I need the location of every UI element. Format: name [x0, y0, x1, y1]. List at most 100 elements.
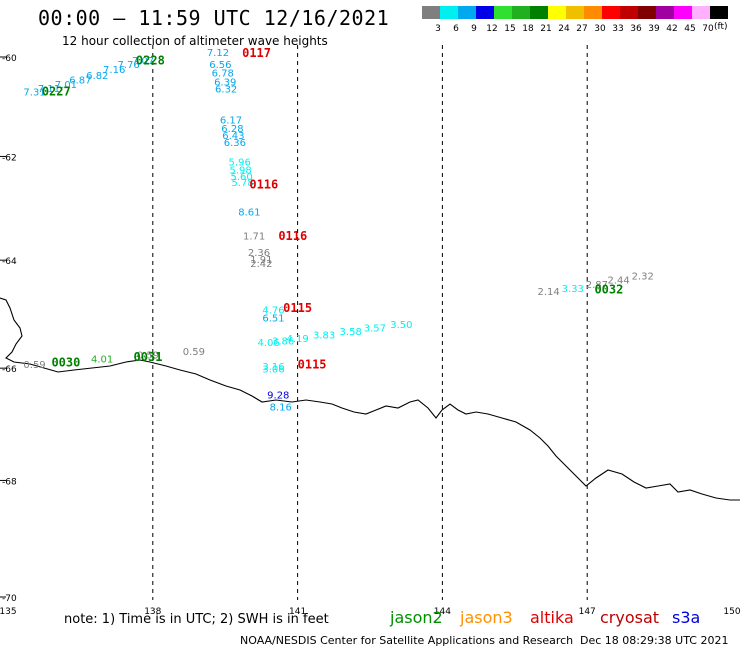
legend-label: 15 [504, 24, 515, 34]
lon-tick-label: 141 [289, 607, 306, 617]
legend-swatch [476, 6, 494, 19]
pass-time: 0032 [594, 283, 623, 297]
legend-swatch [638, 6, 656, 19]
wave-height-value: 5.98 [230, 165, 252, 176]
pass-time: 0117 [242, 46, 271, 60]
page-subtitle: 12 hour collection of altimeter wave hei… [62, 34, 328, 48]
legend-label: 42 [666, 24, 677, 34]
wave-height-value: 9.28 [267, 391, 289, 402]
wave-height-value: 2.14 [537, 287, 559, 298]
page-title: 00:00 – 11:59 UTC 12/16/2021 [38, 6, 390, 30]
lat-tick-label: -70 [2, 594, 17, 604]
legend-swatch [620, 6, 638, 19]
lat-tick-label: -68 [2, 477, 17, 487]
pass-time-labels: 0228 0227 0117 0116 0116 0115 0115 0030 0031 0032 [42, 46, 624, 372]
legend-label: 36 [630, 24, 642, 34]
pass-time: 0115 [283, 301, 312, 315]
wave-height-value: 3.83 [313, 331, 335, 342]
wave-height-value: 3.57 [364, 323, 386, 334]
wave-height-value: 6.56 [209, 60, 231, 71]
wave-height-value: 6.39 [214, 77, 236, 88]
wave-height-value: 6.51 [262, 314, 284, 325]
wave-height-value: 1.91 [250, 255, 272, 266]
wave-height-value: 6.28 [221, 124, 243, 135]
legend-swatch [656, 6, 674, 19]
mission-jason2: jason2 [390, 608, 443, 627]
lat-tick-label: -62 [2, 153, 17, 163]
wave-height-value: 6.32 [215, 84, 237, 95]
legend-swatch [458, 6, 476, 19]
legend-swatch [692, 6, 710, 19]
wave-height-value: 1.71 [243, 232, 265, 243]
legend-label: 30 [594, 24, 606, 34]
wave-height-value: 7.11 [38, 84, 60, 95]
pass-time: 0116 [278, 229, 307, 243]
legend-swatch [530, 6, 548, 19]
legend-unit: (ft) [714, 22, 728, 32]
legend-label: 9 [471, 24, 477, 34]
lon-tick-label: 144 [434, 607, 451, 617]
legend-label: 6 [453, 24, 459, 34]
lat-tick-label: -60 [2, 54, 17, 64]
mission-altika: altika [530, 608, 574, 627]
mission-cryosat: cryosat [600, 608, 660, 627]
legend-swatch [602, 6, 620, 19]
legend-label: 45 [684, 24, 695, 34]
pass-time: 0031 [134, 350, 163, 364]
wave-height-value: 0.59 [23, 360, 45, 371]
lon-tick-label: 150 [723, 607, 740, 617]
wave-height-value: 4.01 [91, 355, 113, 366]
lon-tick-label: 147 [579, 607, 596, 617]
legend-swatch [710, 6, 728, 19]
wave-height-value: 2.36 [248, 248, 270, 259]
wave-height-value: 2.42 [250, 259, 272, 270]
legend-label: 12 [486, 24, 497, 34]
wave-height-value: 7.76 [118, 60, 140, 71]
legend-label: 39 [648, 24, 660, 34]
wave-height-readings: 7.317.117.016.876.827.167.767.07 7.126.56… [23, 48, 653, 413]
wave-height-value: 8.16 [270, 402, 292, 413]
wave-height-value: 4.19 [286, 334, 308, 345]
wave-height-value: 5.78 [231, 178, 253, 189]
wave-height-value: 7.01 [55, 80, 77, 91]
wave-height-value: 3.50 [390, 320, 412, 331]
pass-time: 0116 [249, 178, 278, 192]
mission-s3a: s3a [672, 608, 701, 627]
legend-label: 33 [612, 24, 623, 34]
wave-height-value: 5.96 [229, 158, 251, 169]
legend-label: 18 [522, 24, 534, 34]
wave-height-value: 3.58 [340, 327, 362, 338]
wave-height-value: 7.12 [207, 48, 229, 59]
legend-swatch [674, 6, 692, 19]
wave-height-value: 2.87 [586, 280, 608, 291]
legend-swatch [566, 6, 584, 19]
generated-timestamp: Dec 18 08:29:38 UTC 2021 [580, 634, 729, 647]
pass-time: 0228 [136, 53, 165, 67]
wave-height-value: 6.36 [224, 138, 246, 149]
wave-height-value: 6.78 [212, 69, 234, 80]
legend-swatch [422, 6, 440, 19]
legend-swatch [548, 6, 566, 19]
wave-height-value: 8.61 [238, 208, 260, 219]
pass-time: 0227 [42, 84, 71, 98]
wave-height-value: 5.60 [230, 172, 252, 183]
lat-tick-label: -64 [2, 257, 17, 267]
legend-label: 70 [702, 24, 714, 34]
wave-height-value: 7.31 [23, 87, 45, 98]
legend-label: 27 [576, 24, 587, 34]
wave-height-value: 2.44 [607, 276, 629, 287]
wave-height-value: 7.07 [132, 56, 154, 67]
graticule: -60 -62 -64 -66 -68 -70 135 138 141 144 147 150 [0, 45, 740, 617]
wave-height-value: 6.17 [220, 116, 242, 127]
coastline [0, 297, 740, 501]
legend-swatch [512, 6, 530, 19]
legend-swatch [584, 6, 602, 19]
wave-height-value: 0.59 [137, 350, 159, 361]
footer-note: note: 1) Time is in UTC; 2) SWH is in fe… [64, 612, 329, 627]
pass-time: 0115 [298, 358, 327, 372]
lat-tick-label: -66 [2, 365, 17, 375]
lon-tick-label: 135 [0, 607, 17, 617]
wave-height-value: 3.33 [562, 284, 584, 295]
wave-height-value: 6.43 [222, 131, 244, 142]
wave-height-value: 4.06 [258, 338, 280, 349]
